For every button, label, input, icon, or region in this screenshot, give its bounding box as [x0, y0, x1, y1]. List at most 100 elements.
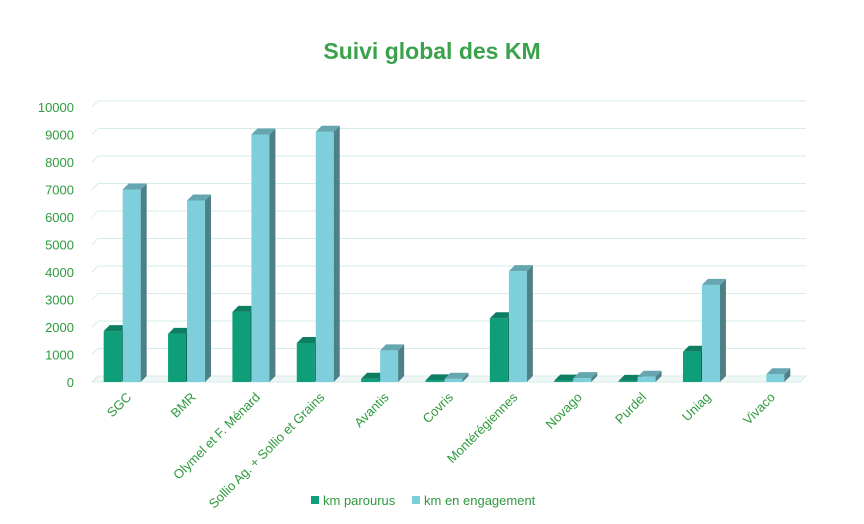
bar-front: [103, 331, 122, 382]
gridline: [91, 155, 806, 163]
bar-front: [251, 134, 270, 382]
gridline: [91, 238, 806, 245]
gridline: [91, 128, 806, 135]
bar-front: [425, 380, 444, 382]
x-tick-label: Uniag: [679, 390, 714, 425]
bar-front: [618, 380, 637, 382]
x-tick-label: BMR: [168, 390, 199, 421]
y-tick-label: 5000: [45, 238, 74, 253]
bar-side: [333, 125, 340, 382]
gridline: [91, 183, 806, 190]
bar: [573, 372, 598, 382]
gridline: [91, 100, 806, 108]
bar-front: [232, 311, 251, 382]
chart-title: Suivi global des KM: [323, 38, 541, 64]
bar-top: [637, 370, 662, 377]
y-tick-label: 3000: [45, 293, 74, 308]
bar-front: [637, 376, 656, 382]
bar-top: [766, 368, 791, 375]
legend-label: km parourus: [323, 493, 396, 508]
y-tick-label: 8000: [45, 155, 74, 170]
bar-side: [784, 368, 791, 382]
y-tick-label: 7000: [45, 183, 74, 198]
bar-front: [296, 342, 315, 382]
bar-top: [508, 265, 533, 272]
bars: [103, 125, 791, 382]
bar: [315, 125, 340, 382]
bar-side: [205, 194, 212, 382]
bar-top: [361, 372, 386, 379]
gridline: [91, 265, 806, 273]
bar-front: [361, 378, 380, 382]
bar-top: [187, 194, 212, 201]
bar-top: [296, 336, 321, 343]
bar-front: [508, 271, 527, 382]
bar-top: [554, 374, 579, 381]
bar-front: [168, 333, 187, 382]
gridline: [91, 210, 806, 218]
y-tick-label: 4000: [45, 265, 74, 280]
bar: [444, 372, 469, 382]
y-tick-label: 10000: [38, 100, 74, 115]
bar-side: [591, 372, 598, 382]
x-tick-label: Purdel: [612, 389, 649, 426]
bar-side: [526, 265, 533, 382]
gridline: [91, 320, 806, 328]
bar-top: [380, 344, 405, 351]
x-tick-label: Vivaco: [740, 390, 778, 428]
bar: [701, 278, 726, 382]
bar: [637, 370, 662, 382]
bar-front: [701, 284, 720, 382]
bar-top: [573, 372, 598, 379]
bar-top: [444, 372, 469, 379]
bar-side: [719, 278, 726, 382]
bar-front: [380, 350, 399, 382]
gridline: [91, 293, 806, 300]
bar-side: [398, 344, 405, 382]
legend-label: km en engagement: [424, 493, 536, 508]
bar-top: [701, 278, 726, 285]
x-tick-label: Sollio Ag. + Sollio et Grains: [206, 389, 328, 511]
y-axis: 0 1000 2000 3000 4000 5000 6000 7000 8000 9000 100…: [38, 100, 74, 390]
bar-front: [315, 131, 334, 382]
bar: [251, 128, 276, 382]
y-tick-label: 6000: [45, 210, 74, 225]
bar-front: [122, 189, 141, 382]
bar-front: [573, 378, 592, 382]
bar-top: [315, 125, 340, 132]
bar-front: [766, 374, 785, 382]
bar-top: [122, 183, 147, 190]
y-tick-label: 0: [67, 375, 74, 390]
bar-top: [168, 327, 193, 334]
y-tick-label: 9000: [45, 128, 74, 143]
bar-top: [618, 374, 643, 381]
bar-side: [462, 372, 469, 382]
legend-swatch: [311, 496, 319, 504]
legend-swatch: [412, 496, 420, 504]
bar-front: [489, 318, 508, 382]
bar-top: [682, 345, 707, 352]
bar-top: [232, 305, 257, 312]
bar-front: [554, 380, 573, 382]
bar: [187, 194, 212, 382]
bar-side: [140, 183, 147, 382]
bar-front: [187, 200, 206, 382]
y-tick-label: 2000: [45, 320, 74, 335]
legend: km parourus km en engagement: [311, 493, 536, 508]
bar: [766, 368, 791, 382]
x-tick-label: Novago: [543, 390, 585, 432]
bar-side: [269, 128, 276, 382]
bar: [380, 344, 405, 382]
bar-top: [425, 374, 450, 381]
bar-top: [489, 312, 514, 319]
bar-front: [444, 378, 463, 382]
bar: [508, 265, 533, 382]
bar-side: [655, 370, 662, 382]
bar-top: [103, 325, 128, 332]
bar-front: [682, 351, 701, 382]
x-tick-label: SGC: [104, 390, 135, 421]
bar: [122, 183, 147, 382]
x-tick-label: Avantis: [351, 389, 392, 430]
